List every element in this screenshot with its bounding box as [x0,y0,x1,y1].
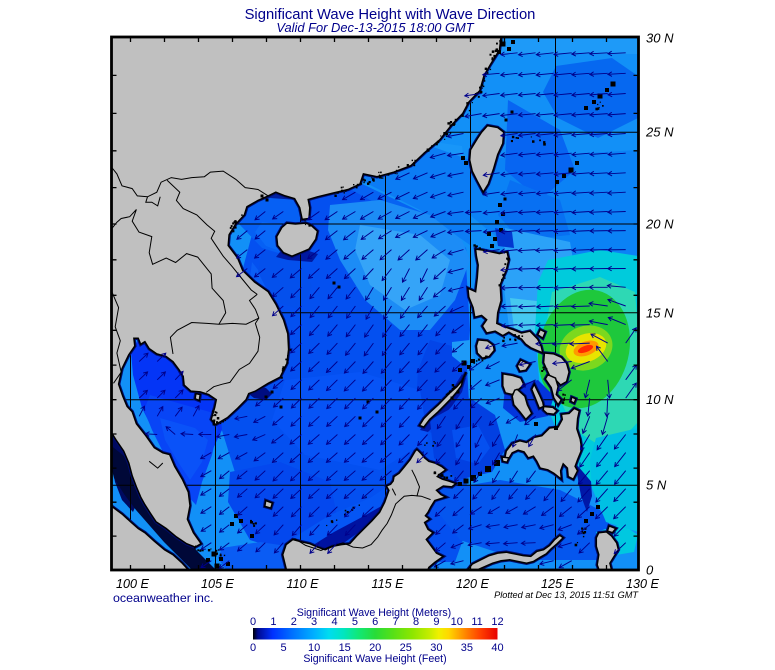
svg-text:Significant Wave Height (Feet): Significant Wave Height (Feet) [303,653,446,665]
svg-text:130 E: 130 E [626,577,660,591]
svg-text:125 E: 125 E [541,577,575,591]
svg-text:0: 0 [250,642,256,654]
svg-text:5: 5 [352,616,358,628]
svg-text:9: 9 [433,616,439,628]
svg-text:105 E: 105 E [201,577,235,591]
svg-text:2: 2 [291,616,297,628]
svg-text:0: 0 [646,563,654,578]
svg-text:25: 25 [400,642,412,654]
svg-text:115 E: 115 E [372,577,405,591]
svg-text:Significant Wave Height (Meter: Significant Wave Height (Meters) [297,607,451,619]
svg-text:3: 3 [311,616,317,628]
svg-text:20: 20 [369,642,381,654]
svg-text:5 N: 5 N [646,478,667,493]
svg-text:oceanweather inc.: oceanweather inc. [113,591,214,605]
svg-text:1: 1 [270,616,276,628]
svg-text:4: 4 [331,616,337,628]
svg-text:Plotted at Dec 13, 2015 11:51: Plotted at Dec 13, 2015 11:51 GMT [494,590,639,600]
svg-text:5: 5 [281,642,287,654]
svg-text:10: 10 [308,642,320,654]
svg-text:8: 8 [413,616,419,628]
svg-text:12: 12 [491,616,503,628]
svg-text:6: 6 [372,616,378,628]
svg-text:10 N: 10 N [646,392,674,407]
svg-text:30: 30 [430,642,442,654]
svg-text:15 N: 15 N [646,305,674,320]
svg-text:110 E: 110 E [287,577,320,591]
svg-text:100 E: 100 E [116,577,150,591]
svg-text:11: 11 [471,616,482,628]
svg-text:35: 35 [461,642,473,654]
svg-text:40: 40 [491,642,503,654]
svg-text:25 N: 25 N [645,125,674,140]
svg-text:Significant Wave Height with W: Significant Wave Height with Wave Direct… [245,7,536,23]
svg-text:15: 15 [339,642,351,654]
svg-text:7: 7 [393,616,399,628]
svg-text:Valid For Dec-13-2015 18:00 GM: Valid For Dec-13-2015 18:00 GMT [276,20,474,35]
svg-text:30 N: 30 N [646,31,674,46]
svg-text:0: 0 [250,616,256,628]
svg-text:20 N: 20 N [645,217,674,232]
svg-text:120 E: 120 E [456,577,490,591]
svg-text:10: 10 [451,616,463,628]
